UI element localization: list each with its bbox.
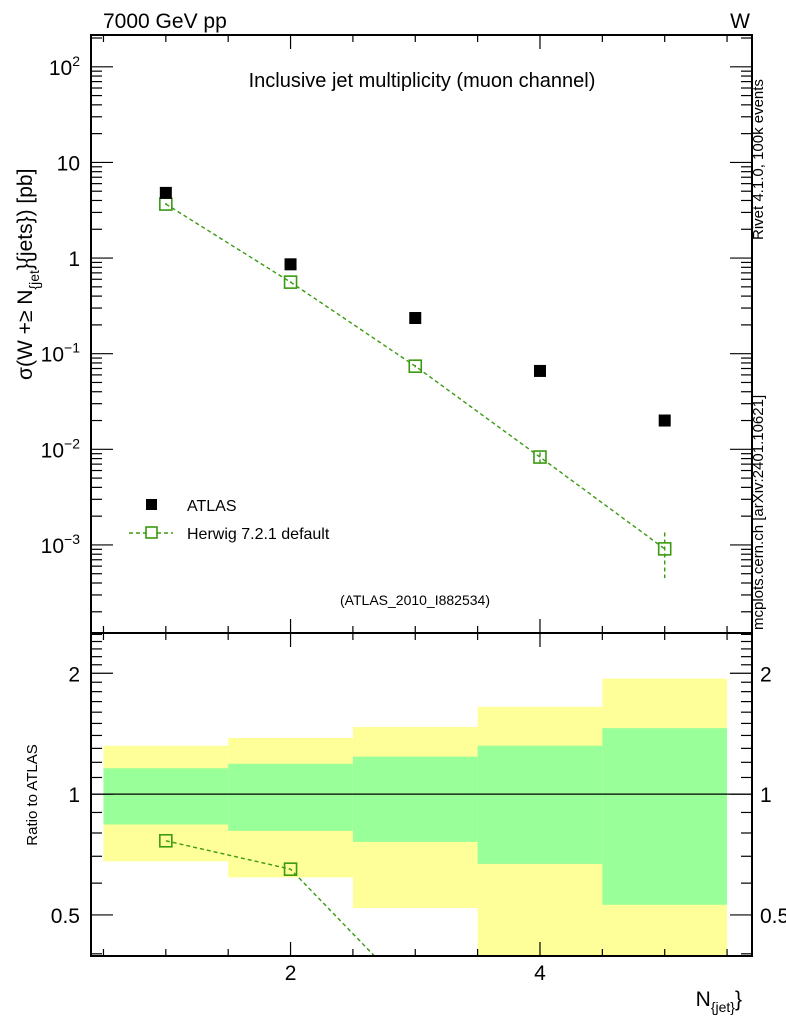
main-y-tick-label: 1	[68, 248, 80, 271]
tick-exponent: −1	[64, 340, 80, 356]
mcplots-label: mcplots.cern.ch [arXiv:2401.10621]	[750, 395, 767, 630]
band-stat-bin	[352, 756, 478, 842]
x-axis-label: N{jet}}	[696, 988, 742, 1015]
herwig-point	[657, 542, 672, 556]
herwig-line	[165, 203, 666, 550]
atlas-point	[658, 414, 671, 427]
ratio-y-tick-label-left: 2	[68, 663, 80, 686]
tick-exponent: −3	[64, 531, 80, 547]
main-y-tick-label: 102	[49, 53, 80, 80]
chart-title: Inclusive jet multiplicity (muon channel…	[249, 70, 596, 92]
tick-exponent: 2	[72, 53, 80, 69]
herwig-point	[408, 359, 423, 373]
ratio-herwig-point	[283, 862, 298, 876]
ratio-y-tick-label-left: 1	[68, 784, 80, 807]
ratio-y-label: Ratio to ATLAS	[24, 744, 41, 845]
legend-atlas-label: ATLAS	[187, 498, 237, 515]
tick-base: 10	[41, 344, 64, 367]
header-left: 7000 GeV pp	[103, 10, 227, 33]
tick-base: 1	[68, 248, 80, 271]
atlas-point	[409, 312, 422, 325]
band-stat-bin	[602, 728, 728, 905]
y-axis-label: σ(W +≥ N{jet}{jets}) [pb]	[14, 169, 42, 380]
main-plot-marks	[159, 186, 672, 579]
tick-base: 10	[41, 535, 64, 558]
atlas-point	[533, 364, 546, 377]
ratio-y-tick-label-right: 0.5	[760, 905, 786, 928]
ratio-plot-marks	[159, 833, 376, 956]
legend: ATLAS Herwig 7.2.1 default	[129, 498, 330, 543]
x-label-tail: }	[735, 988, 742, 1011]
tick-base: 10	[49, 57, 72, 80]
main-frame	[90, 34, 753, 634]
ratio-y-tick-label-left: 0.5	[51, 905, 80, 928]
x-tick-label: 2	[285, 962, 297, 985]
x-label-main: N	[696, 988, 711, 1011]
ratio-bands	[91, 678, 752, 956]
y-label-sub: {jet	[26, 270, 42, 290]
y-label-post: }{jets}) [pb]	[14, 169, 37, 271]
header-right: W	[730, 10, 750, 33]
atlas-point	[159, 186, 172, 199]
legend-herwig-marker	[145, 526, 158, 539]
legend-atlas-marker	[146, 499, 157, 510]
y-label-pre: σ(W +≥ N	[14, 290, 37, 380]
analysis-id: (ATLAS_2010_I882534)	[340, 592, 490, 608]
x-tick-label: 4	[534, 962, 546, 985]
herwig-point	[283, 275, 298, 289]
main-y-tick-label: 10−3	[41, 531, 81, 558]
tick-base: 10	[57, 152, 80, 175]
band-stat-bin	[103, 768, 229, 825]
main-y-tick-label: 10−2	[41, 435, 81, 462]
ratio-y-tick-label-right: 1	[760, 784, 772, 807]
herwig-point	[533, 450, 547, 464]
band-stat-bin	[228, 763, 353, 831]
atlas-point	[284, 258, 297, 271]
ratio-y-tick-label-right: 2	[760, 663, 772, 686]
main-y-tick-label: 10−1	[41, 340, 81, 367]
ratio-herwig-point	[159, 833, 173, 848]
main-y-tick-label: 10	[57, 152, 80, 175]
tick-base: 10	[41, 439, 64, 462]
legend-herwig-label: Herwig 7.2.1 default	[187, 526, 330, 543]
band-stat-bin	[477, 745, 603, 864]
rivet-label: Rivet 4.1.0, 100k events	[750, 79, 767, 240]
ratio-herwig-line	[165, 840, 376, 956]
x-label-sub: {jet}	[711, 999, 735, 1015]
tick-exponent: −2	[64, 435, 80, 451]
